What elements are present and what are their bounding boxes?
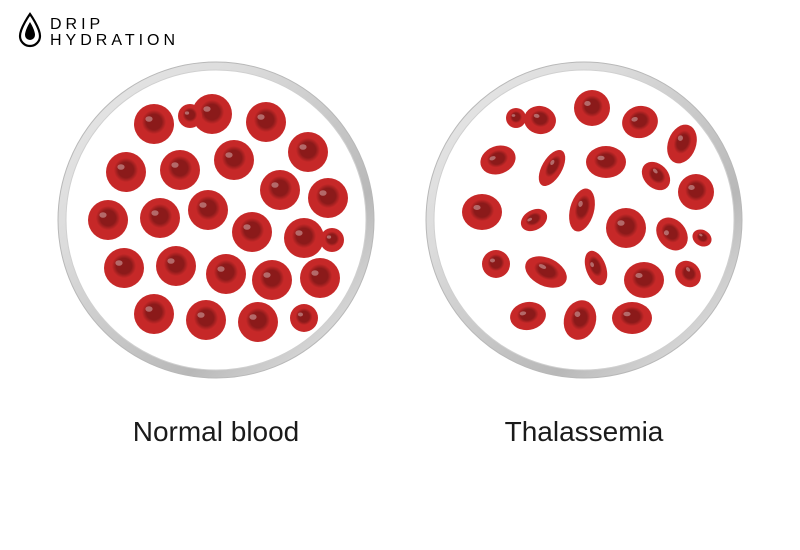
blood-cell [106,152,146,192]
dish-label: Thalassemia [505,416,664,448]
blood-cell [246,102,286,142]
blood-cell [134,104,174,144]
blood-cell [252,260,292,300]
blood-cell [160,150,200,190]
blood-cell [308,178,348,218]
comparison-container: Normal blood Thalassemia [0,60,800,448]
blood-cell [482,250,510,278]
blood-cell [178,104,202,128]
petri-dish [424,60,744,380]
dish-panel: Normal blood [56,60,376,448]
blood-cell [134,294,174,334]
brand-line1: DRIP [50,17,179,32]
blood-cell [612,302,652,334]
blood-cell [288,132,328,172]
blood-cell [186,300,226,340]
blood-cell [260,170,300,210]
blood-cell [156,246,196,286]
brand-line2: HYDRATION [50,33,179,48]
blood-cell [290,304,318,332]
brand-logo: DRIP HYDRATION [16,12,179,53]
blood-cell [214,140,254,180]
blood-cell [606,208,646,248]
blood-cell [462,194,502,230]
blood-cell [574,90,610,126]
blood-cell [506,108,526,128]
drop-icon [16,12,44,53]
blood-cell [232,212,272,252]
blood-cell [188,190,228,230]
blood-cell [238,302,278,342]
blood-cell [284,218,324,258]
blood-cell [586,146,626,178]
blood-cell [140,198,180,238]
blood-cell [88,200,128,240]
blood-cell [320,228,344,252]
blood-cell [624,262,664,298]
dish-label: Normal blood [133,416,300,448]
brand-text: DRIP HYDRATION [50,17,179,47]
petri-dish [56,60,376,380]
dish-panel: Thalassemia [424,60,744,448]
blood-cell [206,254,246,294]
blood-cell [300,258,340,298]
blood-cell [104,248,144,288]
blood-cell [678,174,714,210]
